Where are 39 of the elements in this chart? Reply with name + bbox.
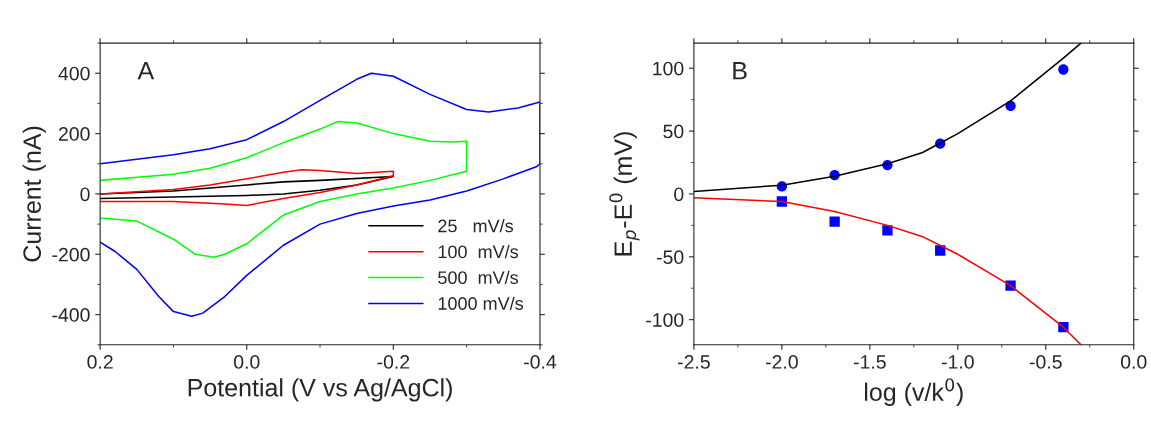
annotation: B (733, 62, 747, 80)
y-tick-label: -50 (656, 250, 684, 265)
point (829, 216, 840, 227)
legend-label: 25 mV/s (438, 219, 514, 233)
legend-label: 1000 mV/s (438, 296, 524, 310)
y-tick-label: -400 (52, 308, 90, 322)
y-axis-title: E$_{p}$-E$^{0}$ (mV) (609, 132, 640, 256)
x-tick-label: 0.2 (87, 355, 113, 369)
legend-label: 500 mV/s (438, 270, 519, 285)
x-tick-label: -1.0 (941, 355, 974, 369)
x-axis-title: Potential (V vs Ag/AgCl) (188, 378, 452, 402)
line-series (693, 43, 1082, 193)
x-tick-label: 0.0 (233, 355, 260, 369)
point (935, 245, 946, 256)
y-tick-label: 0 (80, 187, 90, 202)
line-series (693, 196, 1082, 345)
line-series (100, 175, 395, 200)
legend-label: 100 mV/s (438, 244, 519, 259)
x-tick-label: -0.2 (377, 355, 410, 369)
y-tick-label: 200 (58, 127, 90, 141)
y-tick-label: 50 (663, 124, 684, 139)
x-tick-label: -2.5 (678, 355, 710, 369)
y-tick-label: -200 (52, 247, 90, 262)
x-tick-label: 0.0 (1120, 355, 1147, 369)
point (882, 225, 893, 236)
annotation: A (137, 62, 155, 80)
y-tick-label: 100 (653, 61, 684, 76)
point (1058, 64, 1069, 75)
x-tick-label: -2.0 (765, 355, 798, 369)
y-tick-label: 400 (58, 66, 90, 81)
line-series (100, 120, 468, 259)
x-tick-label: -1.5 (853, 355, 886, 369)
y-tick-label: 0 (674, 187, 684, 202)
y-axis-title: Current (nA) (22, 126, 46, 262)
line-series (100, 169, 395, 207)
x-tick-label: -0.4 (524, 355, 557, 369)
y-tick-label: -100 (646, 313, 684, 327)
x-axis-title: log (v/k$^{0}$) (865, 378, 963, 406)
x-tick-label: -0.5 (1029, 355, 1062, 369)
